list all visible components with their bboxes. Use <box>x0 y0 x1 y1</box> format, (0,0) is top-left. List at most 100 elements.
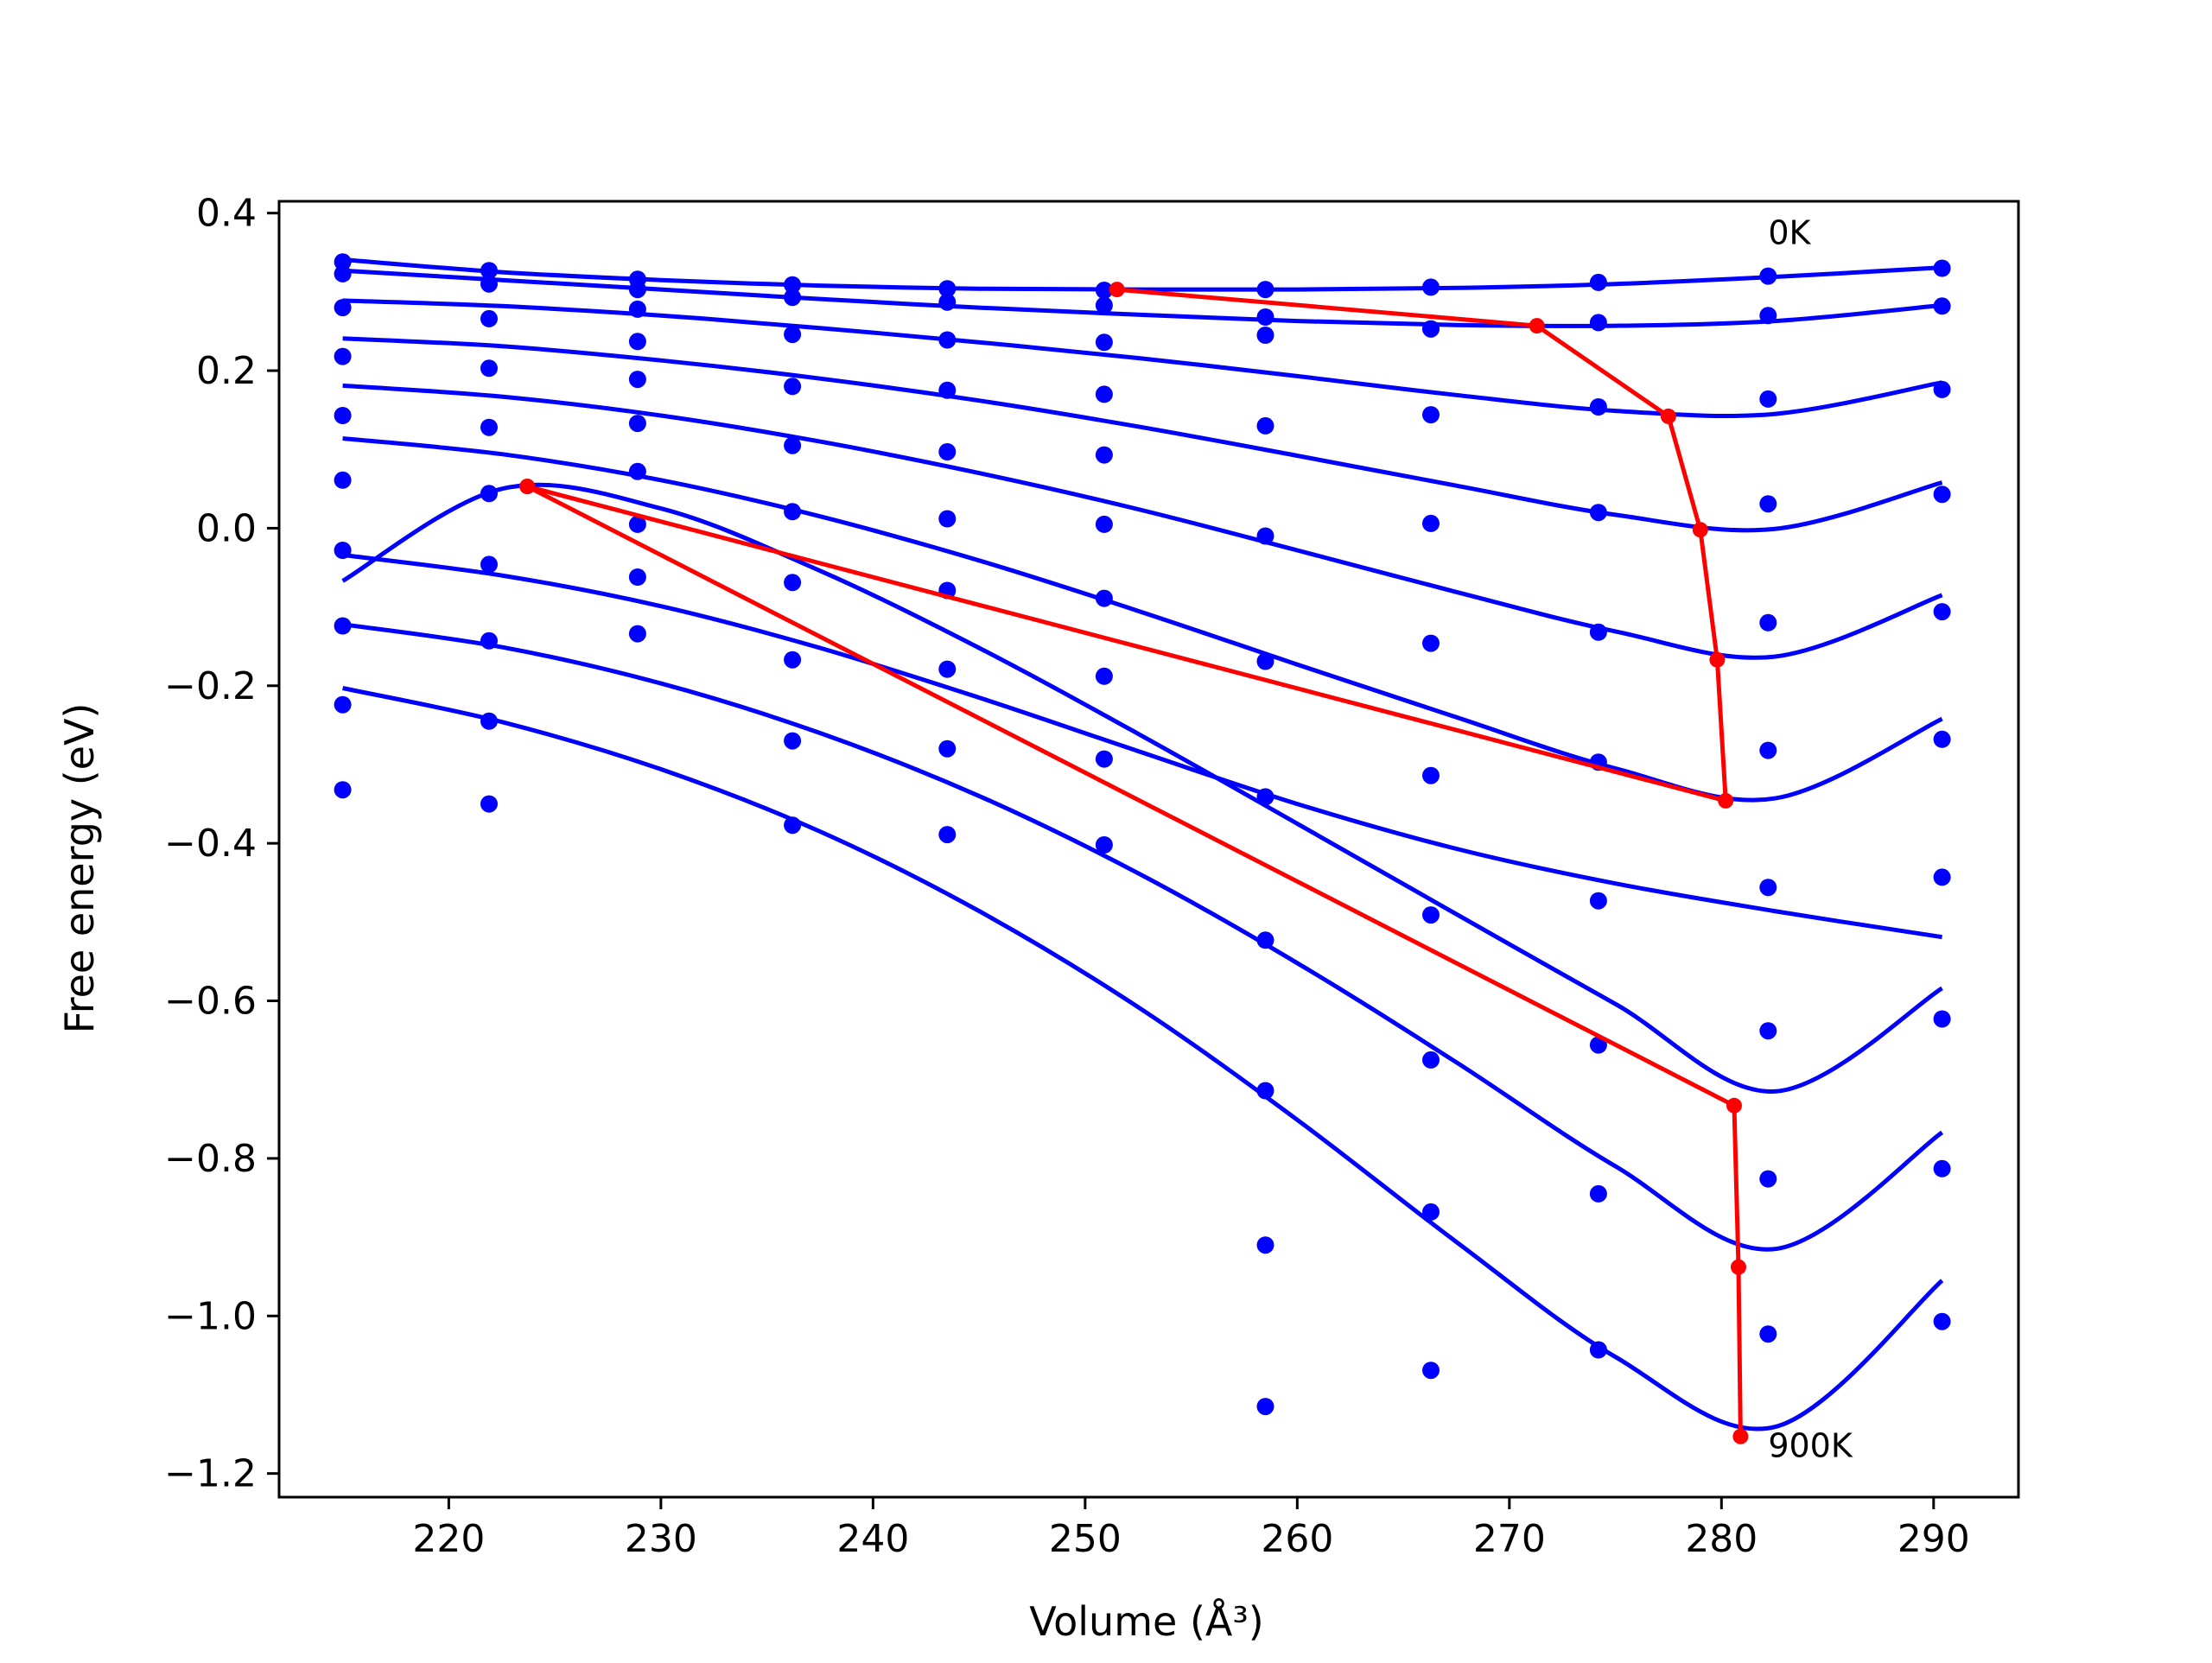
data-point <box>938 510 957 528</box>
data-point <box>1759 741 1777 759</box>
fit-curve-4 <box>342 336 1943 533</box>
minimum-marker <box>1529 318 1545 334</box>
data-point <box>1759 390 1777 408</box>
fit-curve-9 <box>342 622 1944 1252</box>
data-point <box>480 795 498 813</box>
data-point <box>784 326 802 344</box>
data-point <box>938 443 957 460</box>
x-tick-label: 270 <box>1473 1517 1546 1561</box>
fit-curves <box>341 257 1944 1431</box>
data-point <box>1095 282 1113 299</box>
minima-path <box>519 282 1749 1444</box>
data-point <box>628 371 646 389</box>
data-point <box>938 739 957 758</box>
y-tick-label: 0.0 <box>196 506 257 550</box>
data-point <box>628 333 646 351</box>
data-point <box>334 407 352 424</box>
y-axis-ticks: 0.4 0.2 0.0 −0.2 −0.4 −0.6 −0.8 −1.0 −1.2 <box>164 192 279 1496</box>
data-point <box>1589 504 1607 522</box>
data-point <box>1256 1082 1274 1100</box>
data-point <box>938 381 957 399</box>
data-point <box>1256 416 1274 435</box>
data-point <box>1422 906 1440 924</box>
data-point <box>1933 603 1951 621</box>
minimum-marker <box>1660 408 1676 424</box>
data-point <box>1759 1170 1777 1188</box>
data-point <box>784 436 802 454</box>
data-point <box>1933 1312 1951 1330</box>
data-point <box>1589 623 1607 641</box>
data-point <box>938 826 957 844</box>
data-point <box>1589 1341 1607 1359</box>
data-point <box>1933 486 1951 504</box>
data-point <box>938 660 957 678</box>
data-point <box>1589 1184 1607 1203</box>
data-point <box>1422 1362 1440 1380</box>
data-point <box>1422 766 1440 784</box>
data-point <box>938 280 957 298</box>
x-tick-label: 280 <box>1685 1517 1758 1561</box>
data-point <box>1256 1236 1274 1254</box>
data-point <box>1589 398 1607 416</box>
plot-frame <box>277 200 2020 1499</box>
data-point <box>628 415 646 433</box>
data-point <box>1759 1022 1777 1040</box>
y-tick-label: −1.0 <box>164 1294 257 1338</box>
data-point <box>1422 278 1440 296</box>
data-point <box>1422 406 1440 424</box>
data-point <box>1933 1010 1951 1028</box>
y-tick-label: −0.2 <box>164 664 257 708</box>
data-point <box>784 378 802 396</box>
data-point <box>784 651 802 669</box>
data-point <box>1095 515 1113 533</box>
data-point <box>1256 308 1274 326</box>
data-point <box>784 574 802 592</box>
data-point <box>1589 1036 1607 1054</box>
data-point <box>628 462 646 480</box>
curve-annotation: 900K <box>1768 1427 1853 1465</box>
data-point <box>1933 868 1951 886</box>
data-point <box>1422 514 1440 532</box>
fit-curve-2 <box>342 268 1942 328</box>
data-point <box>334 347 352 365</box>
data-point <box>784 816 802 835</box>
data-point <box>1256 931 1274 949</box>
curve-annotations: 0K 900K <box>1768 213 1853 1464</box>
data-point <box>480 555 498 574</box>
y-tick-label: −0.4 <box>164 822 257 866</box>
fit-curve-7 <box>342 552 1942 940</box>
data-point <box>480 309 498 327</box>
data-point <box>1095 589 1113 607</box>
data-point <box>1422 320 1440 338</box>
x-tick-label: 220 <box>412 1517 485 1561</box>
data-point <box>1095 333 1113 352</box>
data-point <box>1095 750 1113 768</box>
data-point <box>1933 380 1951 398</box>
data-point <box>334 264 352 282</box>
data-point <box>1256 652 1274 670</box>
data-point <box>1256 527 1274 545</box>
curve-annotation: 0K <box>1768 213 1811 251</box>
data-point <box>334 781 352 799</box>
minimum-marker <box>1709 651 1726 668</box>
data-point <box>628 568 646 586</box>
minimum-marker <box>1732 1428 1749 1444</box>
x-axis-title: Volume (Å³) <box>1029 1598 1264 1645</box>
data-point <box>480 359 498 378</box>
data-point <box>480 275 498 293</box>
data-point <box>1759 495 1777 513</box>
data-point <box>628 300 646 318</box>
data-point <box>1589 892 1607 910</box>
minimum-marker <box>1731 1259 1746 1275</box>
y-tick-label: 0.2 <box>196 349 257 393</box>
fit-curve-8 <box>341 482 1943 1094</box>
data-point <box>1759 879 1777 897</box>
data-point <box>1759 1325 1777 1343</box>
data-point <box>784 503 802 521</box>
y-tick-label: −0.8 <box>164 1137 257 1181</box>
data-point <box>1256 1398 1274 1416</box>
data-point <box>1095 836 1113 854</box>
data-point <box>938 331 957 349</box>
